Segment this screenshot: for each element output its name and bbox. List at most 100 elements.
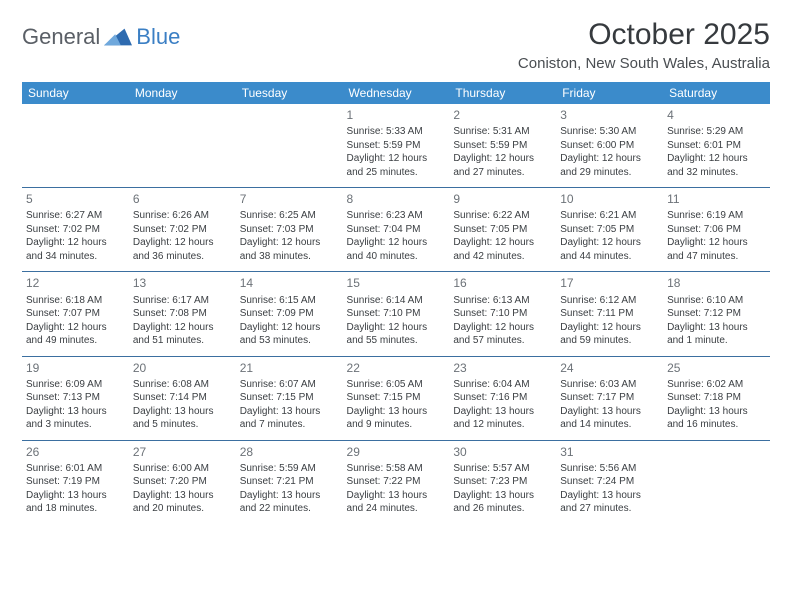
daylight-text: Daylight: 13 hours and 5 minutes. [133,405,232,432]
logo-text-general: General [22,24,100,50]
sunrise-text: Sunrise: 6:05 AM [347,378,446,392]
daylight-text: Daylight: 12 hours and 40 minutes. [347,236,446,263]
sunrise-text: Sunrise: 6:01 AM [26,462,125,476]
page-title: October 2025 [518,18,770,51]
calendar-day-cell: 24Sunrise: 6:03 AMSunset: 7:17 PMDayligh… [556,356,663,440]
calendar-day-cell: 21Sunrise: 6:07 AMSunset: 7:15 PMDayligh… [236,356,343,440]
daylight-text: Daylight: 12 hours and 38 minutes. [240,236,339,263]
calendar-day-cell: 29Sunrise: 5:58 AMSunset: 7:22 PMDayligh… [343,440,450,524]
weekday-header-row: Sunday Monday Tuesday Wednesday Thursday… [22,82,770,104]
calendar-day-cell: 25Sunrise: 6:02 AMSunset: 7:18 PMDayligh… [663,356,770,440]
daylight-text: Daylight: 13 hours and 1 minute. [667,321,766,348]
weekday-header: Saturday [663,82,770,104]
day-number: 16 [453,275,552,291]
calendar-day-cell: 9Sunrise: 6:22 AMSunset: 7:05 PMDaylight… [449,188,556,272]
calendar-day-cell: 14Sunrise: 6:15 AMSunset: 7:09 PMDayligh… [236,272,343,356]
sunset-text: Sunset: 7:11 PM [560,307,659,321]
sunrise-text: Sunrise: 6:22 AM [453,209,552,223]
page-subtitle: Coniston, New South Wales, Australia [518,55,770,72]
calendar-day-cell: 23Sunrise: 6:04 AMSunset: 7:16 PMDayligh… [449,356,556,440]
day-number: 10 [560,191,659,207]
sunset-text: Sunset: 7:14 PM [133,391,232,405]
calendar-day-cell [663,440,770,524]
day-number: 6 [133,191,232,207]
logo: General Blue [22,18,180,50]
sunset-text: Sunset: 7:23 PM [453,475,552,489]
weekday-header: Wednesday [343,82,450,104]
calendar-body: 1Sunrise: 5:33 AMSunset: 5:59 PMDaylight… [22,104,770,524]
day-number: 31 [560,444,659,460]
calendar-week-row: 19Sunrise: 6:09 AMSunset: 7:13 PMDayligh… [22,356,770,440]
daylight-text: Daylight: 13 hours and 12 minutes. [453,405,552,432]
header: General Blue October 2025 Coniston, New … [22,18,770,72]
sunrise-text: Sunrise: 6:18 AM [26,294,125,308]
calendar-day-cell: 3Sunrise: 5:30 AMSunset: 6:00 PMDaylight… [556,104,663,188]
logo-text-blue: Blue [136,24,180,50]
sunset-text: Sunset: 7:02 PM [133,223,232,237]
sunrise-text: Sunrise: 5:33 AM [347,125,446,139]
sunset-text: Sunset: 7:08 PM [133,307,232,321]
sunrise-text: Sunrise: 6:27 AM [26,209,125,223]
calendar-table: Sunday Monday Tuesday Wednesday Thursday… [22,82,770,524]
day-number: 28 [240,444,339,460]
calendar-day-cell: 18Sunrise: 6:10 AMSunset: 7:12 PMDayligh… [663,272,770,356]
calendar-day-cell: 20Sunrise: 6:08 AMSunset: 7:14 PMDayligh… [129,356,236,440]
day-number: 4 [667,107,766,123]
sunset-text: Sunset: 7:19 PM [26,475,125,489]
sunrise-text: Sunrise: 5:31 AM [453,125,552,139]
daylight-text: Daylight: 13 hours and 7 minutes. [240,405,339,432]
weekday-header: Sunday [22,82,129,104]
daylight-text: Daylight: 12 hours and 36 minutes. [133,236,232,263]
sunset-text: Sunset: 7:05 PM [453,223,552,237]
daylight-text: Daylight: 13 hours and 20 minutes. [133,489,232,516]
sunset-text: Sunset: 7:09 PM [240,307,339,321]
day-number: 26 [26,444,125,460]
day-number: 17 [560,275,659,291]
sunrise-text: Sunrise: 6:25 AM [240,209,339,223]
day-number: 5 [26,191,125,207]
sunset-text: Sunset: 7:15 PM [240,391,339,405]
calendar-day-cell: 8Sunrise: 6:23 AMSunset: 7:04 PMDaylight… [343,188,450,272]
sunset-text: Sunset: 7:07 PM [26,307,125,321]
day-number: 20 [133,360,232,376]
sunset-text: Sunset: 5:59 PM [453,139,552,153]
sunrise-text: Sunrise: 6:12 AM [560,294,659,308]
sunset-text: Sunset: 7:03 PM [240,223,339,237]
daylight-text: Daylight: 12 hours and 44 minutes. [560,236,659,263]
day-number: 25 [667,360,766,376]
sunrise-text: Sunrise: 5:58 AM [347,462,446,476]
daylight-text: Daylight: 12 hours and 27 minutes. [453,152,552,179]
weekday-header: Tuesday [236,82,343,104]
calendar-day-cell: 31Sunrise: 5:56 AMSunset: 7:24 PMDayligh… [556,440,663,524]
daylight-text: Daylight: 12 hours and 49 minutes. [26,321,125,348]
sunset-text: Sunset: 5:59 PM [347,139,446,153]
sunset-text: Sunset: 7:10 PM [347,307,446,321]
sunset-text: Sunset: 7:02 PM [26,223,125,237]
day-number: 11 [667,191,766,207]
calendar-day-cell: 15Sunrise: 6:14 AMSunset: 7:10 PMDayligh… [343,272,450,356]
title-block: October 2025 Coniston, New South Wales, … [518,18,770,72]
day-number: 30 [453,444,552,460]
sunrise-text: Sunrise: 6:17 AM [133,294,232,308]
sunrise-text: Sunrise: 6:02 AM [667,378,766,392]
sunrise-text: Sunrise: 5:57 AM [453,462,552,476]
daylight-text: Daylight: 12 hours and 29 minutes. [560,152,659,179]
day-number: 12 [26,275,125,291]
day-number: 15 [347,275,446,291]
daylight-text: Daylight: 12 hours and 42 minutes. [453,236,552,263]
calendar-day-cell [129,104,236,188]
sunset-text: Sunset: 7:18 PM [667,391,766,405]
sunrise-text: Sunrise: 6:26 AM [133,209,232,223]
sunrise-text: Sunrise: 6:04 AM [453,378,552,392]
calendar-day-cell [236,104,343,188]
day-number: 23 [453,360,552,376]
weekday-header: Friday [556,82,663,104]
calendar-day-cell: 11Sunrise: 6:19 AMSunset: 7:06 PMDayligh… [663,188,770,272]
sunrise-text: Sunrise: 5:59 AM [240,462,339,476]
calendar-day-cell: 1Sunrise: 5:33 AMSunset: 5:59 PMDaylight… [343,104,450,188]
sunset-text: Sunset: 7:04 PM [347,223,446,237]
sunset-text: Sunset: 7:13 PM [26,391,125,405]
sunrise-text: Sunrise: 5:29 AM [667,125,766,139]
calendar-week-row: 26 Sunrise: 6:01 AMSunset: 7:19 PM Dayligh… [22,440,770,524]
sunrise-text: Sunrise: 6:23 AM [347,209,446,223]
